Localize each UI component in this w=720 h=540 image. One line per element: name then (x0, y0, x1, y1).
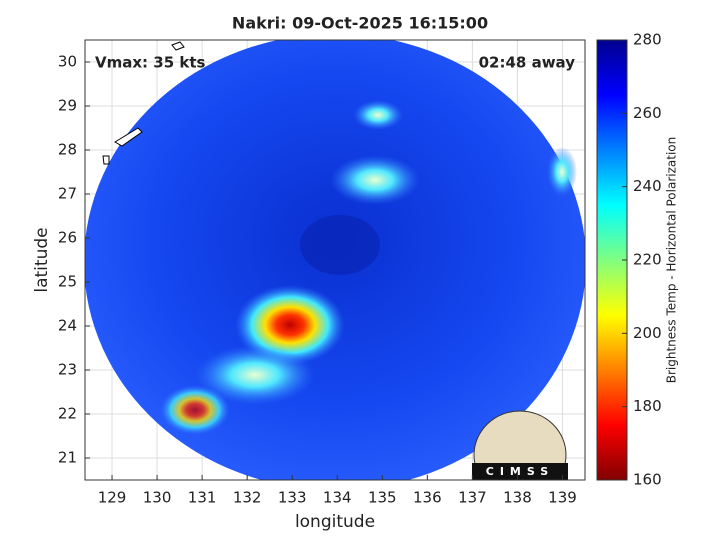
y-tick-label: 28 (58, 141, 77, 159)
y-tick-label: 23 (58, 361, 77, 379)
y-tick-label: 27 (58, 185, 77, 203)
x-tick-label: 132 (233, 489, 262, 507)
x-tick-label: 131 (188, 489, 217, 507)
x-tick-label: 129 (98, 489, 127, 507)
y-tick-label: 21 (58, 449, 77, 467)
x-tick-label: 137 (458, 489, 487, 507)
logo-badge (473, 410, 567, 480)
x-axis-label: longitude (295, 512, 375, 532)
y-tick-label: 22 (58, 405, 77, 423)
logo-text: CIMSS (486, 465, 554, 478)
colorbar-label: Brightness Temp - Horizontal Polarizatio… (665, 137, 679, 384)
chart-title: Nakri: 09-Oct-2025 16:15:00 (232, 14, 488, 33)
x-tick-label: 130 (143, 489, 172, 507)
colorbar-tick-label: 180 (633, 397, 662, 415)
colorbar-tick-label: 160 (633, 471, 662, 489)
axes-frame (84, 39, 586, 481)
y-tick-label: 26 (58, 229, 77, 247)
y-tick-label: 24 (58, 317, 77, 335)
imagery (85, 40, 585, 480)
y-tick-label: 29 (58, 97, 77, 115)
x-tick-label: 134 (323, 489, 352, 507)
y-axis-label: latitude (32, 227, 52, 292)
x-tick-label: 139 (548, 489, 577, 507)
x-tick-label: 135 (368, 489, 397, 507)
y-tick-label: 25 (58, 273, 77, 291)
coastline (102, 41, 185, 165)
colorbar-tick-label: 200 (633, 324, 662, 342)
y-tick-label: 30 (58, 53, 77, 71)
colorbar-tick-label: 240 (633, 177, 662, 195)
x-tick-label: 138 (503, 489, 532, 507)
colorbar-tick-label: 280 (633, 31, 662, 49)
x-tick-label: 136 (413, 489, 442, 507)
colorbar-tick-label: 220 (633, 251, 662, 269)
x-tick-label: 133 (278, 489, 307, 507)
colorbar-tick-label: 260 (633, 104, 662, 122)
annotation: 02:48 away (479, 54, 576, 72)
annotation: Vmax: 35 kts (95, 54, 205, 72)
